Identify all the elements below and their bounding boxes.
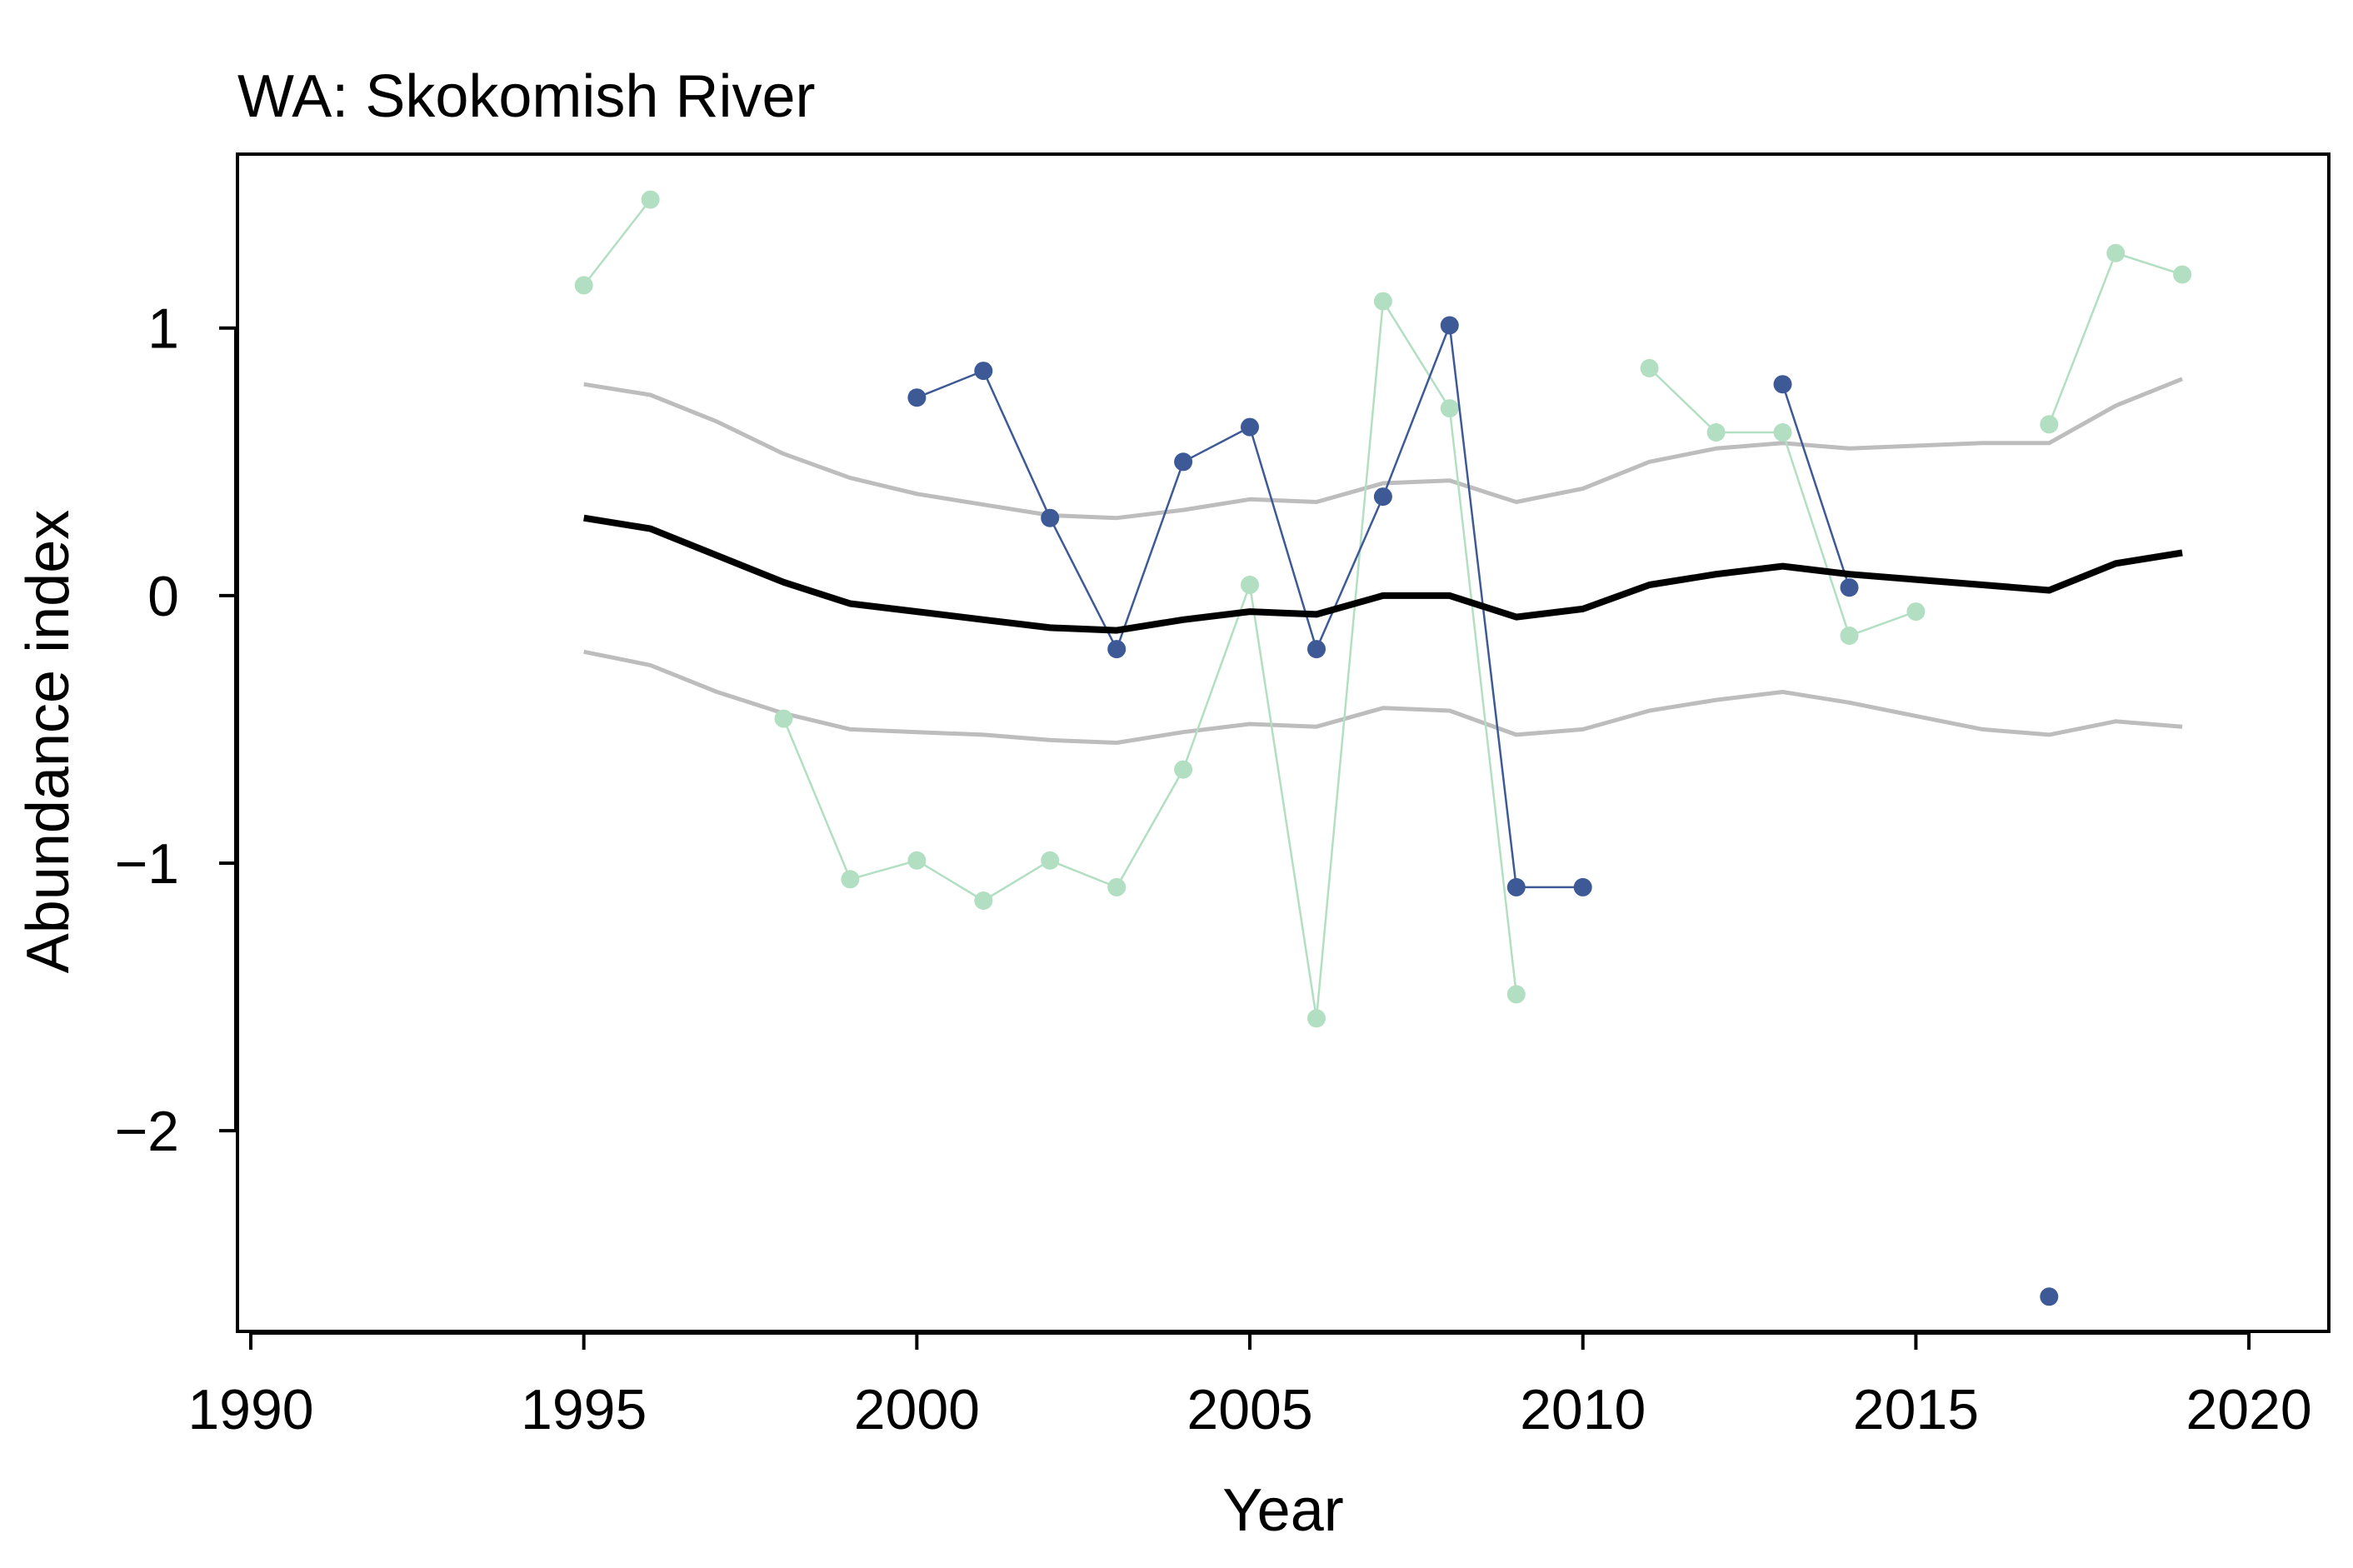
series-trend (583, 514, 2183, 634)
observations-light-point (1640, 358, 1659, 377)
observations-dark-point (1773, 375, 1792, 394)
observations-light-point (2040, 415, 2059, 434)
observations-light-point (1373, 292, 1392, 311)
observations-light-point (841, 870, 860, 889)
observations-dark-point (1107, 640, 1127, 659)
x-tick-label: 2000 (854, 1378, 980, 1441)
observations-light-point (1107, 877, 1127, 896)
chart-title: WA: Skokomish River (237, 63, 815, 130)
x-tick-label: 2005 (1186, 1378, 1312, 1441)
y-tick-label: −2 (114, 1100, 179, 1163)
observations-light-point (1307, 1009, 1326, 1028)
x-tick-label: 2015 (1853, 1378, 1979, 1441)
series-layer (574, 190, 2192, 1306)
observations-dark-point (1506, 877, 1526, 896)
observations-light-point (2106, 243, 2126, 262)
observations-light-point (1440, 399, 1459, 418)
observations-light-point (574, 276, 593, 295)
observations-light-point (1840, 627, 1859, 645)
y-tick-label: 1 (147, 297, 179, 361)
series-observations-light (574, 190, 2192, 1028)
observations-dark-point (1440, 316, 1459, 335)
series-upper-band (583, 377, 2184, 521)
y-axis: 1 0 −1 −2 (114, 297, 237, 1163)
observations-dark-point (907, 388, 927, 407)
observations-dark-point (1174, 452, 1193, 472)
observations-dark-point (1041, 508, 1060, 527)
observations-light-point (774, 709, 793, 728)
observations-light-point (1706, 423, 1726, 442)
lower-band-line (583, 649, 2183, 745)
observations-light-point (1174, 760, 1193, 779)
x-tick-label: 2010 (1520, 1378, 1646, 1441)
x-axis: 1990 1995 2000 2005 2010 2015 2020 (187, 1331, 2312, 1441)
observations-dark-point (1307, 640, 1326, 659)
x-tick-label: 1990 (187, 1378, 313, 1441)
series-lower-band (583, 649, 2183, 745)
observations-dark-point (1373, 487, 1392, 507)
y-axis-label: Abundance index (15, 510, 82, 973)
observations-light-point (2173, 265, 2192, 284)
upper-band-line (583, 377, 2184, 521)
observations-light-point (1906, 602, 1926, 622)
observations-dark-point (1241, 417, 1259, 437)
trend-line (583, 514, 2183, 634)
observations-light-point (1506, 985, 1526, 1004)
observations-dark-point (2040, 1287, 2059, 1306)
y-tick-label: −1 (114, 832, 179, 896)
series-observations-dark (907, 316, 2059, 1306)
observations-dark-point (974, 362, 993, 381)
observations-light-point (907, 851, 927, 870)
observations-dark-point (1573, 877, 1592, 896)
observations-light-line (2048, 252, 2183, 425)
y-tick-label: 0 (147, 565, 179, 628)
observations-dark-point (1840, 578, 1859, 597)
observations-light-line (782, 300, 1518, 1020)
observations-light-point (1773, 423, 1792, 442)
observations-light-point (1041, 851, 1060, 870)
observations-light-point (1241, 576, 1259, 594)
plot-frame (236, 152, 2331, 1333)
observations-light-line (582, 198, 652, 287)
x-tick-label: 1995 (521, 1378, 647, 1441)
observations-light-point (974, 891, 993, 910)
observations-dark-line (1781, 383, 1851, 588)
observations-light-point (641, 190, 660, 209)
x-axis-label: Year (1222, 1477, 1343, 1544)
observations-light-line (1648, 367, 1916, 637)
x-tick-label: 2020 (2186, 1378, 2311, 1441)
